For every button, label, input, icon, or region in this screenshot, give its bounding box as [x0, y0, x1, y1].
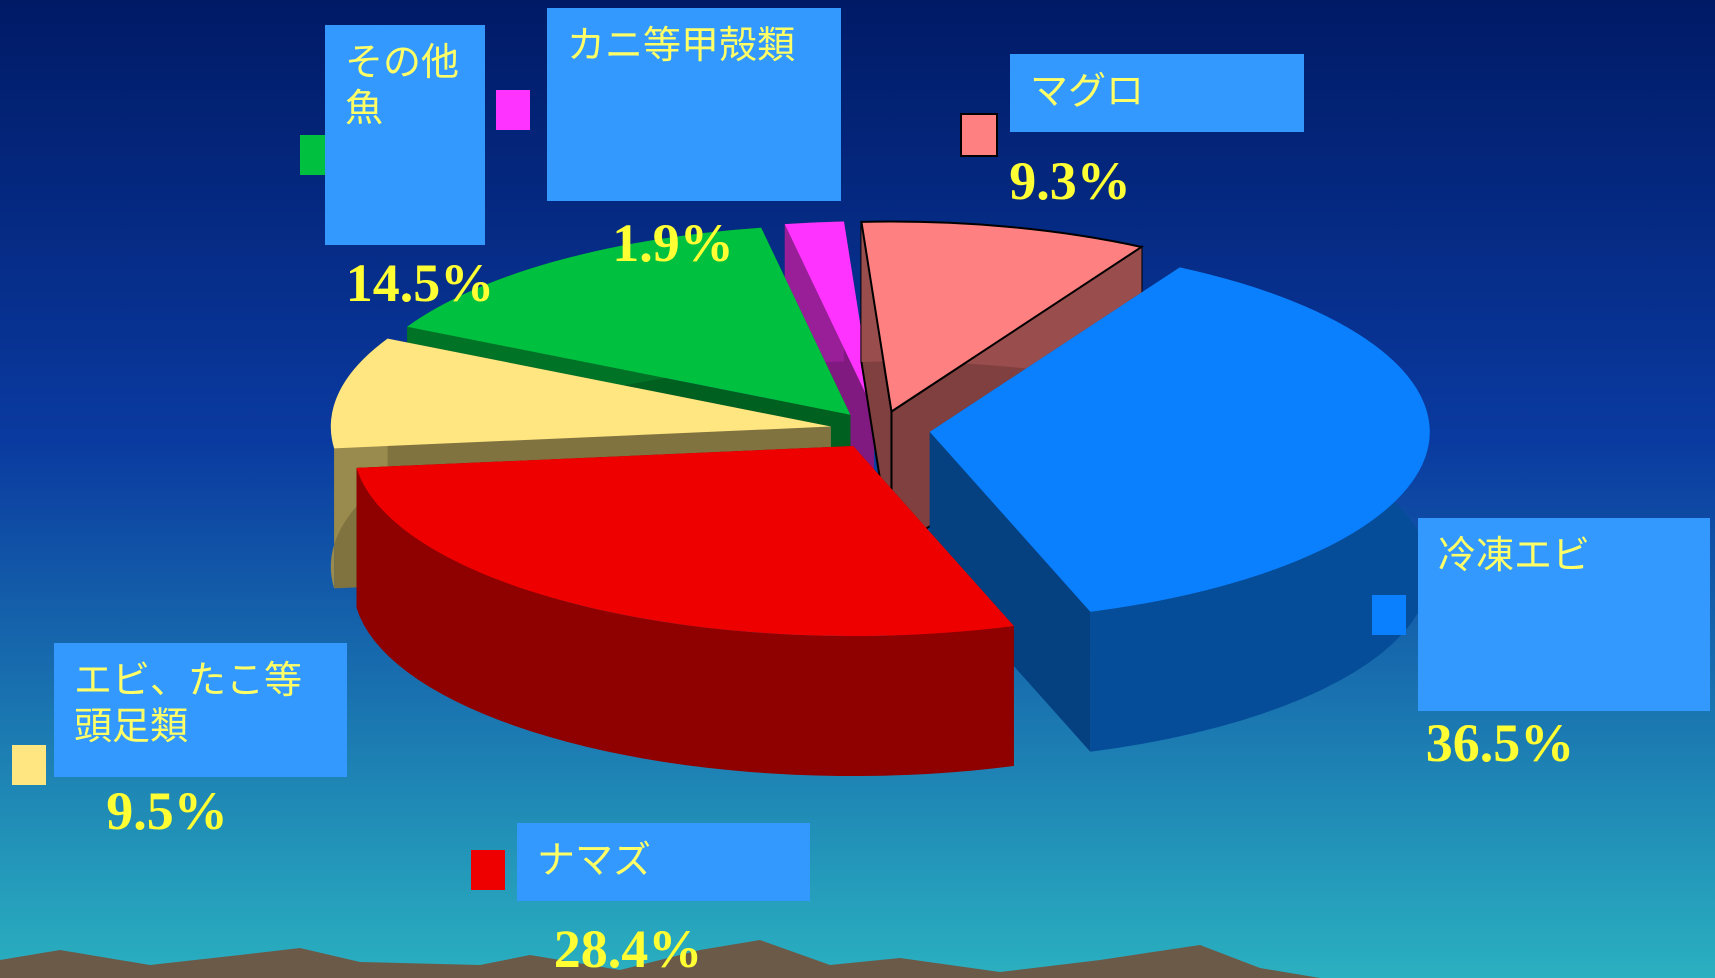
slice-wall [356, 467, 1014, 777]
value-label: 14.5% [345, 253, 495, 313]
legend-label: その他魚 [325, 25, 485, 245]
slice [356, 446, 1014, 777]
value-label: 9.5% [106, 781, 228, 841]
slice-top [929, 267, 1430, 612]
slice-top [407, 227, 851, 415]
legend-swatch [471, 850, 505, 890]
slice-top [356, 446, 1014, 637]
legend-label: ナマズ [517, 823, 810, 901]
slice [929, 267, 1430, 752]
slice-top [330, 338, 831, 449]
slice-side [929, 431, 1091, 752]
legend-label: 冷凍エビ [1418, 518, 1710, 711]
slice-top [860, 220, 1145, 414]
legend-swatch [960, 113, 998, 157]
value-label: 9.3% [1009, 151, 1131, 211]
mountains [0, 940, 1320, 978]
value-label: 36.5% [1425, 713, 1575, 773]
legend-label: マグロ [1010, 54, 1304, 132]
legend-label: エビ、たこ等頭足類 [54, 643, 347, 777]
value-label: 1.9% [612, 213, 734, 273]
legend-swatch [1372, 595, 1406, 635]
slice-top [784, 221, 875, 412]
legend-swatch [12, 745, 46, 785]
pie [330, 220, 1430, 777]
value-label: 28.4% [553, 919, 703, 978]
legend-swatch [496, 90, 530, 130]
legend-label: カニ等甲殻類 [547, 8, 841, 201]
